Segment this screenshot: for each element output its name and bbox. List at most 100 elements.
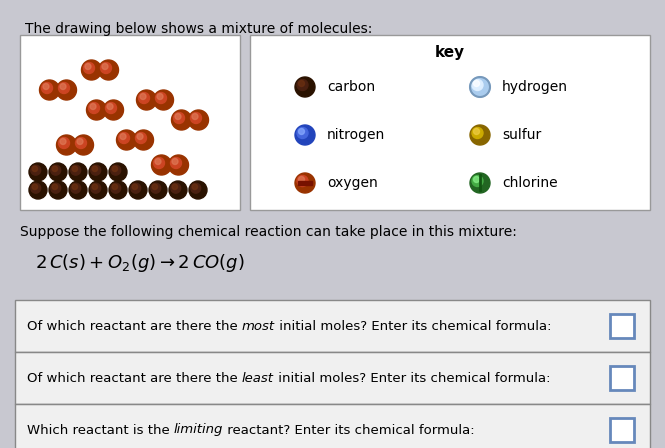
- Circle shape: [89, 163, 107, 181]
- Circle shape: [49, 163, 67, 181]
- FancyBboxPatch shape: [250, 35, 650, 210]
- Circle shape: [473, 81, 479, 86]
- Circle shape: [84, 63, 94, 73]
- Circle shape: [32, 166, 37, 172]
- Circle shape: [91, 183, 100, 193]
- Text: oxygen: oxygen: [327, 176, 378, 190]
- Circle shape: [82, 60, 102, 80]
- Circle shape: [295, 173, 315, 193]
- Circle shape: [299, 129, 305, 134]
- Circle shape: [152, 155, 172, 175]
- Circle shape: [154, 158, 164, 168]
- Circle shape: [175, 113, 181, 120]
- Circle shape: [88, 103, 100, 113]
- Circle shape: [295, 77, 315, 97]
- Circle shape: [51, 165, 61, 175]
- Circle shape: [134, 130, 154, 150]
- Circle shape: [43, 83, 49, 90]
- Circle shape: [104, 100, 124, 120]
- Text: key: key: [435, 46, 465, 60]
- Text: Which reactant is the: Which reactant is the: [27, 423, 174, 436]
- Circle shape: [155, 159, 161, 164]
- Circle shape: [70, 183, 80, 193]
- Text: least: least: [242, 371, 274, 384]
- Circle shape: [191, 183, 201, 193]
- Circle shape: [138, 92, 150, 103]
- Circle shape: [102, 64, 108, 69]
- Circle shape: [49, 181, 67, 199]
- Circle shape: [470, 125, 490, 145]
- Text: Of which reactant are there the: Of which reactant are there the: [27, 371, 242, 384]
- Circle shape: [140, 94, 146, 99]
- Circle shape: [131, 183, 141, 193]
- Circle shape: [190, 112, 201, 124]
- Circle shape: [74, 135, 94, 155]
- Text: $2\,C(s)+O_2(g)\rightarrow 2\,CO(g)$: $2\,C(s)+O_2(g)\rightarrow 2\,CO(g)$: [35, 252, 245, 274]
- FancyBboxPatch shape: [610, 366, 634, 390]
- Circle shape: [172, 159, 178, 164]
- Text: limiting: limiting: [174, 423, 223, 436]
- Circle shape: [174, 112, 184, 124]
- Circle shape: [60, 83, 66, 90]
- Circle shape: [118, 133, 130, 143]
- Circle shape: [31, 183, 41, 193]
- Circle shape: [60, 138, 66, 145]
- Circle shape: [297, 79, 308, 90]
- FancyBboxPatch shape: [610, 418, 634, 442]
- Circle shape: [111, 165, 121, 175]
- Circle shape: [299, 177, 305, 182]
- Circle shape: [85, 64, 91, 69]
- Text: nitrogen: nitrogen: [327, 128, 385, 142]
- Circle shape: [89, 181, 107, 199]
- Text: Suppose the following chemical reaction can take place in this mixture:: Suppose the following chemical reaction …: [20, 225, 517, 239]
- Circle shape: [168, 155, 188, 175]
- Circle shape: [70, 165, 80, 175]
- Circle shape: [106, 103, 116, 113]
- Circle shape: [76, 138, 86, 148]
- Text: carbon: carbon: [327, 80, 375, 94]
- Text: Of which reactant are there the: Of which reactant are there the: [27, 319, 242, 332]
- Circle shape: [98, 60, 118, 80]
- Circle shape: [112, 184, 118, 190]
- Circle shape: [72, 184, 78, 190]
- Circle shape: [72, 166, 78, 172]
- Circle shape: [297, 176, 308, 186]
- Circle shape: [86, 100, 106, 120]
- Circle shape: [295, 125, 315, 145]
- Circle shape: [472, 176, 483, 186]
- Circle shape: [59, 138, 70, 148]
- Circle shape: [116, 130, 136, 150]
- Circle shape: [59, 82, 70, 94]
- Circle shape: [77, 138, 83, 145]
- Circle shape: [299, 81, 305, 86]
- Circle shape: [90, 103, 96, 109]
- Circle shape: [192, 184, 198, 190]
- Circle shape: [109, 163, 127, 181]
- Circle shape: [129, 181, 147, 199]
- FancyBboxPatch shape: [20, 35, 240, 210]
- Circle shape: [172, 110, 192, 130]
- Circle shape: [137, 134, 143, 139]
- Bar: [298, 181, 312, 185]
- Text: initial moles? Enter its chemical formula:: initial moles? Enter its chemical formul…: [274, 371, 551, 384]
- Circle shape: [473, 129, 479, 134]
- Circle shape: [69, 163, 87, 181]
- Circle shape: [157, 94, 163, 99]
- Circle shape: [171, 183, 181, 193]
- Circle shape: [188, 110, 209, 130]
- Text: The drawing below shows a mixture of molecules:: The drawing below shows a mixture of mol…: [25, 22, 372, 36]
- Circle shape: [91, 165, 100, 175]
- Circle shape: [151, 183, 161, 193]
- Circle shape: [154, 90, 174, 110]
- Circle shape: [172, 184, 178, 190]
- Circle shape: [169, 181, 187, 199]
- Text: hydrogen: hydrogen: [502, 80, 568, 94]
- Circle shape: [136, 90, 156, 110]
- Circle shape: [107, 103, 113, 109]
- Circle shape: [120, 134, 126, 139]
- Circle shape: [170, 158, 182, 168]
- Circle shape: [156, 92, 166, 103]
- Circle shape: [29, 181, 47, 199]
- Circle shape: [136, 133, 146, 143]
- Circle shape: [41, 82, 53, 94]
